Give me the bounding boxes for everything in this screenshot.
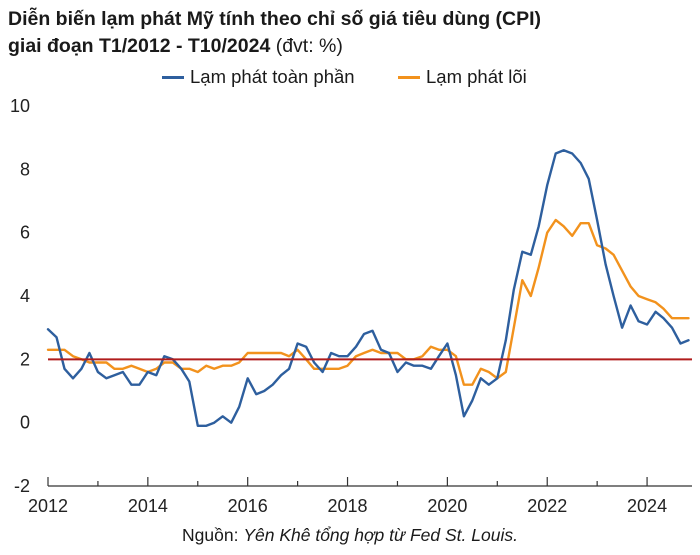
series-line-core [46,218,690,386]
legend-label-core: Lạm phát lõi [426,66,527,87]
y-tick-label: 10 [10,96,30,116]
x-tick-label: 2022 [527,496,567,516]
y-tick-label: 2 [20,349,30,369]
source-text: Yên Khê tổng hợp từ Fed St. Louis. [243,525,518,545]
y-tick-label: 6 [20,223,30,243]
chart-legend: Lạm phát toàn phần Lạm phát lõi [0,66,700,94]
x-tick-label: 2018 [328,496,368,516]
legend-label-headline: Lạm phát toàn phần [190,66,355,87]
chart-title: Diễn biến lạm phát Mỹ tính theo chỉ số g… [8,6,698,60]
y-tick-label: 4 [20,286,30,306]
x-tick-label: 2024 [627,496,667,516]
x-tick-label: 2012 [28,496,68,516]
y-tick-label: 8 [20,159,30,179]
x-tick-label: 2020 [427,496,467,516]
x-tick-label: 2016 [228,496,268,516]
chart-series [46,149,692,427]
x-axis-ticks: 2012 2014 2016 2018 2020 2022 2024 [28,477,692,516]
legend-item-core: Lạm phát lõi [398,66,527,88]
series-line-headline [46,149,690,427]
chart-title-unit: (đvt: %) [270,35,343,57]
x-tick-label: 2014 [128,496,168,516]
y-axis-ticks: -2 0 2 4 6 8 10 [10,96,30,496]
legend-swatch-core [398,75,420,79]
chart-title-line2: giai đoạn T1/2012 - T10/2024 [8,35,271,57]
y-tick-label: -2 [14,476,30,496]
chart-title-line1: Diễn biến lạm phát Mỹ tính theo chỉ số g… [8,8,542,30]
source-prefix: Nguồn: [182,525,244,545]
legend-swatch-headline [162,75,184,79]
y-tick-label: 0 [20,413,30,433]
chart-source: Nguồn: Yên Khê tổng hợp từ Fed St. Louis… [0,525,700,546]
legend-item-headline: Lạm phát toàn phần [162,66,355,88]
